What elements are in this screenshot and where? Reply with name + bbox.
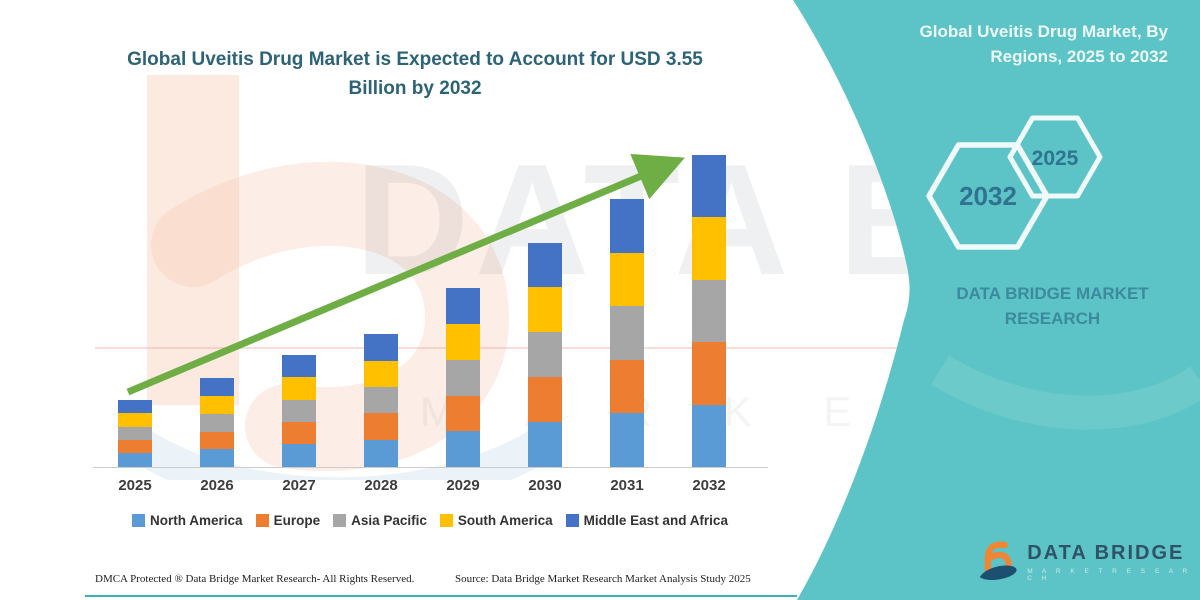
- panel-title: Global Uveitis Drug Market, By Regions, …: [919, 22, 1168, 66]
- x-tick-2029: 2029: [446, 477, 480, 494]
- bar-2032-north-america: [692, 404, 726, 467]
- bar-2026-north-america: [200, 449, 234, 467]
- bar-2028-europe: [364, 413, 398, 440]
- legend-swatch: [132, 514, 146, 527]
- bar-2026-asia-pacific: [200, 414, 234, 432]
- bar-2028-south-america: [364, 360, 398, 387]
- bar-2031-europe: [610, 359, 644, 414]
- x-tick-2026: 2026: [200, 477, 234, 494]
- x-axis-line: [93, 467, 768, 468]
- footer-rule: [85, 595, 797, 597]
- bar-2029-south-america: [446, 324, 480, 360]
- bar-2025-asia-pacific: [118, 426, 152, 440]
- logo-name: DATA BRIDGE: [1027, 542, 1185, 564]
- legend-label: South America: [457, 513, 553, 528]
- brand-text-line1: DATA BRIDGE MARKET: [956, 284, 1149, 303]
- bar-2030-europe: [528, 377, 562, 423]
- dmca-notice: DMCA Protected ® Data Bridge Market Rese…: [95, 573, 415, 585]
- logo-b-orange-bowl: [984, 551, 1012, 569]
- bar-2032-middle-east-and-africa: [692, 154, 726, 218]
- legend-label: North America: [150, 513, 243, 528]
- x-tick-2030: 2030: [528, 477, 562, 494]
- bar-2025-south-america: [118, 413, 152, 427]
- bar-2028-middle-east-and-africa: [364, 334, 398, 361]
- legend-swatch: [439, 514, 453, 527]
- legend-item-asia-pacific: Asia Pacific: [333, 513, 427, 528]
- x-tick-2025: 2025: [118, 477, 152, 494]
- bar-2028-north-america: [364, 439, 398, 467]
- legend-label: Asia Pacific: [351, 513, 427, 528]
- bar-2029-middle-east-and-africa: [446, 288, 480, 325]
- bar-2026-europe: [200, 431, 234, 450]
- legend-item-south-america: South America: [439, 513, 553, 528]
- x-tick-2031: 2031: [610, 477, 644, 494]
- bar-2030-asia-pacific: [528, 332, 562, 378]
- trend-arrow-line: [126, 153, 685, 396]
- bar-2026-south-america: [200, 395, 234, 415]
- hexagon-badges: 2032 2025: [926, 115, 1103, 250]
- logo-b-navy-swoosh: [979, 565, 1017, 581]
- legend-item-europe: Europe: [255, 513, 321, 528]
- data-bridge-logo-icon: [979, 541, 1017, 581]
- hexagon-2025-label: 2025: [1032, 147, 1079, 170]
- legend-swatch: [565, 514, 579, 527]
- bar-2027-north-america: [282, 444, 316, 467]
- x-tick-2028: 2028: [364, 477, 398, 494]
- bar-2027-asia-pacific: [282, 400, 316, 423]
- hexagon-2032-label: 2032: [959, 181, 1017, 211]
- bar-2030-south-america: [528, 287, 562, 333]
- bar-2027-europe: [282, 422, 316, 445]
- data-bridge-logo: DATA BRIDGE M A R K E T R E S E A R C H: [978, 538, 1200, 586]
- bar-2027-south-america: [282, 377, 316, 401]
- bar-2030-middle-east-and-africa: [528, 242, 562, 288]
- legend-item-north-america: North America: [132, 513, 243, 528]
- bar-2025-middle-east-and-africa: [118, 400, 152, 414]
- legend-label: Europe: [273, 513, 321, 528]
- bar-2025-europe: [118, 439, 152, 453]
- legend-item-middle-east-and-africa: Middle East and Africa: [565, 513, 728, 528]
- bar-2031-north-america: [610, 413, 644, 467]
- source-notice: Source: Data Bridge Market Research Mark…: [455, 573, 751, 585]
- bar-2028-asia-pacific: [364, 386, 398, 414]
- hexagon-2025: [1007, 115, 1103, 199]
- logo-sub: M A R K E T R E S E A R C H: [1027, 568, 1192, 582]
- bar-2025-north-america: [118, 452, 152, 467]
- bar-2032-europe: [692, 342, 726, 405]
- chart-legend: North America Europe Asia Pacific South Ame…: [90, 513, 770, 528]
- legend-swatch: [333, 514, 347, 527]
- watermark-swoosh: [122, 427, 555, 480]
- bar-2029-europe: [446, 395, 480, 431]
- bar-2031-south-america: [610, 253, 644, 306]
- x-tick-2032: 2032: [692, 477, 726, 494]
- bar-2031-asia-pacific: [610, 305, 644, 360]
- bar-2030-north-america: [528, 422, 562, 467]
- brand-text-line2: RESEARCH: [1004, 308, 1101, 328]
- bar-2032-south-america: [692, 217, 726, 280]
- bar-2032-asia-pacific: [692, 279, 726, 343]
- x-tick-2027: 2027: [282, 477, 316, 494]
- bar-2031-middle-east-and-africa: [610, 199, 644, 254]
- legend-label: Middle East and Africa: [583, 513, 728, 528]
- teal-watermark-swoosh: [931, 355, 1200, 430]
- bar-2029-north-america: [446, 430, 480, 467]
- chart-title: Global Uveitis Drug Market is Expected t…: [127, 49, 703, 99]
- bar-2026-middle-east-and-africa: [200, 378, 234, 396]
- bar-2027-middle-east-and-africa: [282, 355, 316, 378]
- legend-swatch: [255, 514, 269, 527]
- brand-text: DATA BRIDGE MARKET RESEARCH: [940, 282, 1165, 331]
- bar-2029-asia-pacific: [446, 359, 480, 396]
- logo-texts: DATA BRIDGE M A R K E T R E S E A R C H: [1027, 542, 1200, 582]
